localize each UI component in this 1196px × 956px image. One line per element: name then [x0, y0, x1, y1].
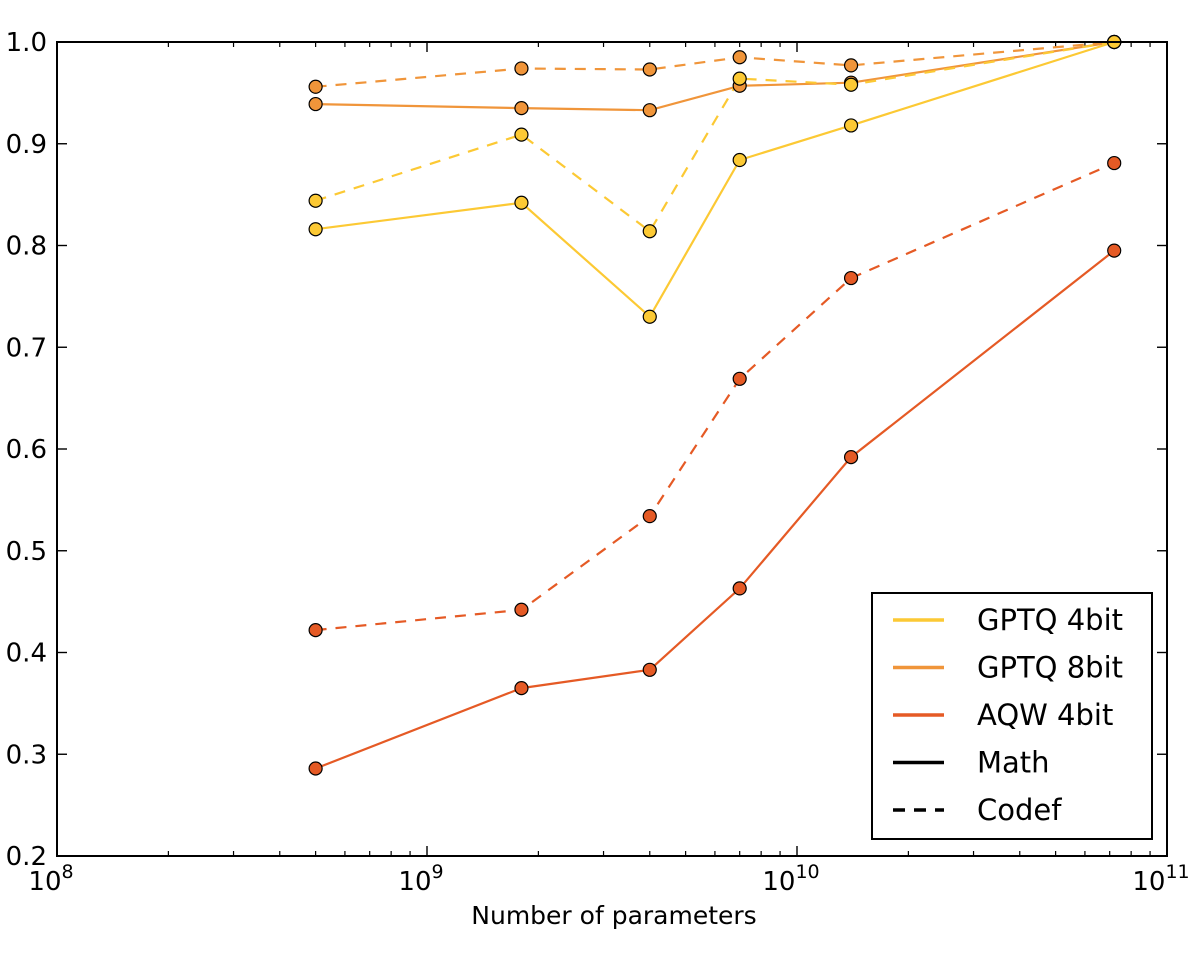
series-line-aqw-4bit-codef [315, 162, 1115, 632]
data-point [642, 309, 657, 324]
data-point [732, 581, 747, 596]
axes-layer: 108 109 1010 1011 0.2 0.3 0.4 0.5 0.6 0.7 0.8 0.9 1.… [6, 28, 1190, 897]
y-tick-label: 1.0 [6, 28, 47, 58]
data-point [1107, 243, 1122, 258]
data-point [642, 103, 657, 118]
series-line-aqw-4bit-math [315, 249, 1115, 770]
y-tick-label: 0.3 [6, 740, 47, 770]
y-tick-label: 0.8 [6, 232, 47, 262]
data-point [308, 96, 323, 112]
data-point [514, 127, 529, 142]
data-point [308, 761, 323, 776]
x-tick-label: 1011 [1132, 861, 1189, 897]
x-tick-label: 108 [28, 861, 73, 897]
data-point [642, 62, 657, 77]
legend: GPTQ 4bit GPTQ 8bit AQW 4bit Math Codef [871, 592, 1153, 840]
y-tick-label: 0.9 [6, 130, 47, 160]
data-point [514, 195, 529, 210]
y-tick-label: 0.5 [6, 537, 47, 567]
data-point [514, 602, 529, 617]
y-tick-label: 0.7 [6, 333, 47, 363]
data-point [642, 509, 657, 524]
data-point [843, 450, 859, 465]
data-point [732, 71, 747, 86]
series-line-gptq-4bit-codef [315, 40, 1115, 233]
data-point [843, 58, 859, 73]
data-point [514, 681, 529, 696]
data-point [308, 79, 323, 94]
data-point [843, 270, 859, 286]
y-tick-label: 0.2 [6, 842, 47, 872]
data-point [843, 77, 859, 92]
series-line-gptq-8bit-math [315, 40, 1115, 112]
plot-frame-layer [56, 41, 1168, 857]
data-point [843, 118, 859, 133]
data-point [308, 222, 323, 237]
y-tick-label: 0.4 [6, 639, 47, 669]
legend-label: GPTQ 8bit [977, 651, 1123, 685]
data-point [732, 50, 747, 65]
data-point [642, 224, 657, 239]
legend-label: Codef [977, 793, 1062, 827]
legend-label: AQW 4bit [977, 698, 1113, 732]
x-tick-label: 109 [398, 861, 443, 897]
series-line-gptq-8bit-codef [315, 40, 1115, 88]
y-tick-label: 0.6 [6, 435, 47, 465]
data-point [1107, 155, 1122, 171]
x-axis-title: Number of parameters [471, 901, 756, 930]
series-line-gptq-4bit-math [315, 40, 1115, 319]
x-tick-label: 1010 [762, 861, 819, 897]
data-point [732, 371, 747, 386]
data-point [308, 193, 323, 208]
legend-label: GPTQ 4bit [977, 603, 1123, 637]
plot-frame [56, 41, 1168, 857]
data-point [514, 101, 529, 116]
data-point [642, 662, 657, 677]
data-point [514, 61, 529, 76]
legend-label: Math [977, 746, 1050, 780]
data-point [308, 623, 323, 638]
data-point [732, 152, 747, 168]
